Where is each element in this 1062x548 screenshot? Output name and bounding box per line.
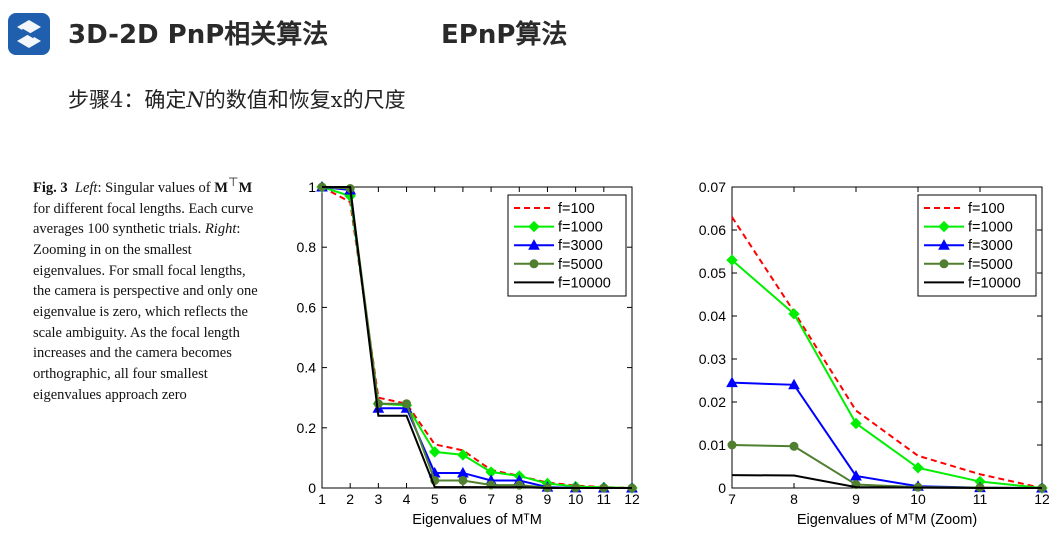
chart-left-series-f1000-point <box>457 449 469 461</box>
chart-left-legend-marker <box>528 220 540 233</box>
chart-left-y-tick-label: 0.4 <box>297 360 317 376</box>
chart-right-series-f3000-point <box>726 376 738 388</box>
chart-right-legend-label: f=5000 <box>968 257 1013 273</box>
chart-right-series-f1000-point <box>912 462 924 474</box>
chart-left-y-tick-label: 0.2 <box>297 420 317 436</box>
chart-left-svg: 1 2 3 4 5 6 7 8 9 10 11 1200.20.40.60.81Eigenvalues… <box>297 179 640 528</box>
chart-right-legend-label: f=1000 <box>968 220 1013 236</box>
chart-left-x-tick-label: 1 <box>318 491 326 507</box>
caption-part1: : Singular values of <box>97 179 215 196</box>
caption-left-word: Left <box>74 179 98 196</box>
caption-matrix2: M <box>238 179 253 196</box>
chart-left-legend-label: f=3000 <box>558 238 603 254</box>
caption-part3: : Zooming in on the smallest eigenvalues… <box>33 221 258 403</box>
chart-left-y-tick-label: 0.8 <box>297 239 317 255</box>
chart-left-x-tick-label: 4 <box>403 491 411 507</box>
chart-right-series-f1000-point <box>850 417 862 430</box>
chart-left-legend-marker <box>529 259 539 269</box>
chart-left-series-f10000-line <box>322 186 632 489</box>
chart-right-x-tick-label: 7 <box>728 491 736 507</box>
chart-left-x-tick-label: 2 <box>346 491 354 507</box>
chart-right: 7 8 9 10 11 12 0 0.01 0.02 0.03 0.04 0.05 0.06 0.07 Ei… <box>684 168 1060 540</box>
chart-right-series-f1000-point <box>788 308 800 320</box>
chart-left-y-tick-label: 0 <box>308 480 316 496</box>
chart-left-legend-marker <box>528 239 540 250</box>
chart-left-legend-label: f=10000 <box>558 275 611 291</box>
chart-right-legend-marker <box>938 220 950 233</box>
chart-right-y-tick-label: 0.05 <box>699 265 726 281</box>
chart-left-legend-label: f=100 <box>558 201 595 217</box>
chart-left-x-tick-label: 6 <box>459 491 467 507</box>
chart-right-series-f100-line <box>731 216 1043 489</box>
chart-right-legend-marker <box>938 239 950 250</box>
chart-right-legend-marker <box>939 259 949 269</box>
step-prefix: 步骤4：确定 <box>68 88 187 112</box>
chart-right-series-f1000-point <box>726 254 738 266</box>
chart-right-y-tick-label: 0 <box>718 480 726 496</box>
chart-right-y-tick-label: 0.03 <box>699 351 726 367</box>
chart-left: 1 2 3 4 5 6 7 8 9 10 11 12 0 0.2 0.4 0.6 0.8 1 Eigenvalues… <box>282 168 658 540</box>
chart-left-y-tick-label: 0.6 <box>297 299 317 315</box>
chart-right-x-tick-label: 9 <box>852 491 860 507</box>
chart-left-x-tick-label: 7 <box>487 491 495 507</box>
page-subtitle: EPnP算法 <box>441 20 568 50</box>
chart-left-y-tick-label: 1 <box>308 179 316 195</box>
caption-sup: ⊤ <box>227 175 239 189</box>
logo-icon <box>8 13 50 55</box>
chart-right-x-tick-label: 11 <box>973 491 988 507</box>
caption-part2: for different focal lengths. Each curve … <box>33 200 254 238</box>
chart-right-series-f5000-point <box>727 440 737 450</box>
step-heading: 步骤4：确定N的数值和恢复x的尺度 <box>68 84 406 114</box>
chart-left-x-tick-label: 3 <box>374 491 382 507</box>
chart-right-x-axis-label: Eigenvalues of MᵀM (Zoom) <box>797 512 977 528</box>
caption-label: Fig. 3 <box>33 179 68 196</box>
chart-left-legend-label: f=1000 <box>558 220 603 236</box>
chart-right-series-f10000-line <box>731 474 1042 489</box>
chart-left-series-f5000-point <box>402 399 412 409</box>
chart-right-y-tick-label: 0.07 <box>699 179 726 195</box>
chart-left-legend-label: f=5000 <box>558 257 603 273</box>
chart-right-svg: 7 8 9 10 11 12 0 0.01 0.02 0.03 0.04 0.05 0.06 0.07 Ei… <box>699 179 1050 528</box>
chart-right-x-tick-label: 8 <box>790 491 798 507</box>
chart-right-x-tick-label: 10 <box>910 491 926 507</box>
chart-right-y-tick-label: 0.04 <box>699 308 726 324</box>
chart-left-x-axis-label: Eigenvalues of MᵀM <box>412 512 542 528</box>
chart-right-legend-label: f=10000 <box>968 275 1021 291</box>
chart-right-y-tick-label: 0.06 <box>699 222 726 238</box>
page-title: 3D-2D PnP相关算法 <box>68 20 329 50</box>
chart-right-series-f5000-point <box>789 441 799 451</box>
chart-left-x-tick-label: 8 <box>515 491 523 507</box>
chart-right-y-tick-label: 0.02 <box>699 394 726 410</box>
caption-matrix: M <box>214 179 228 196</box>
chart-left-x-tick-label: 9 <box>544 491 552 507</box>
chart-right-series-f3000-point <box>850 469 862 481</box>
chart-right-series-f1000-line <box>731 259 1043 489</box>
chart-left-x-tick-label: 10 <box>568 491 584 507</box>
chart-left-x-tick-label: 12 <box>624 491 640 507</box>
chart-right-legend-label: f=3000 <box>968 238 1013 254</box>
step-variable: N <box>186 88 205 112</box>
caption-right-word: Right <box>204 221 237 238</box>
chart-left-series-f1000-point <box>429 446 441 458</box>
chart-right-x-tick-label: 12 <box>1034 491 1050 507</box>
figure-caption: Fig. 3 Left: Singular values of M⊤M for … <box>33 172 265 406</box>
chart-left-x-tick-label: 11 <box>597 491 612 507</box>
step-suffix: 的数值和恢复x的尺度 <box>204 88 406 112</box>
chart-right-y-tick-label: 0.01 <box>699 437 726 453</box>
chart-right-legend-label: f=100 <box>968 201 1005 217</box>
chart-right-series-f3000-point <box>788 378 800 390</box>
chart-left-x-tick-label: 5 <box>431 491 439 507</box>
chart-left-series-f5000-point <box>458 475 468 485</box>
